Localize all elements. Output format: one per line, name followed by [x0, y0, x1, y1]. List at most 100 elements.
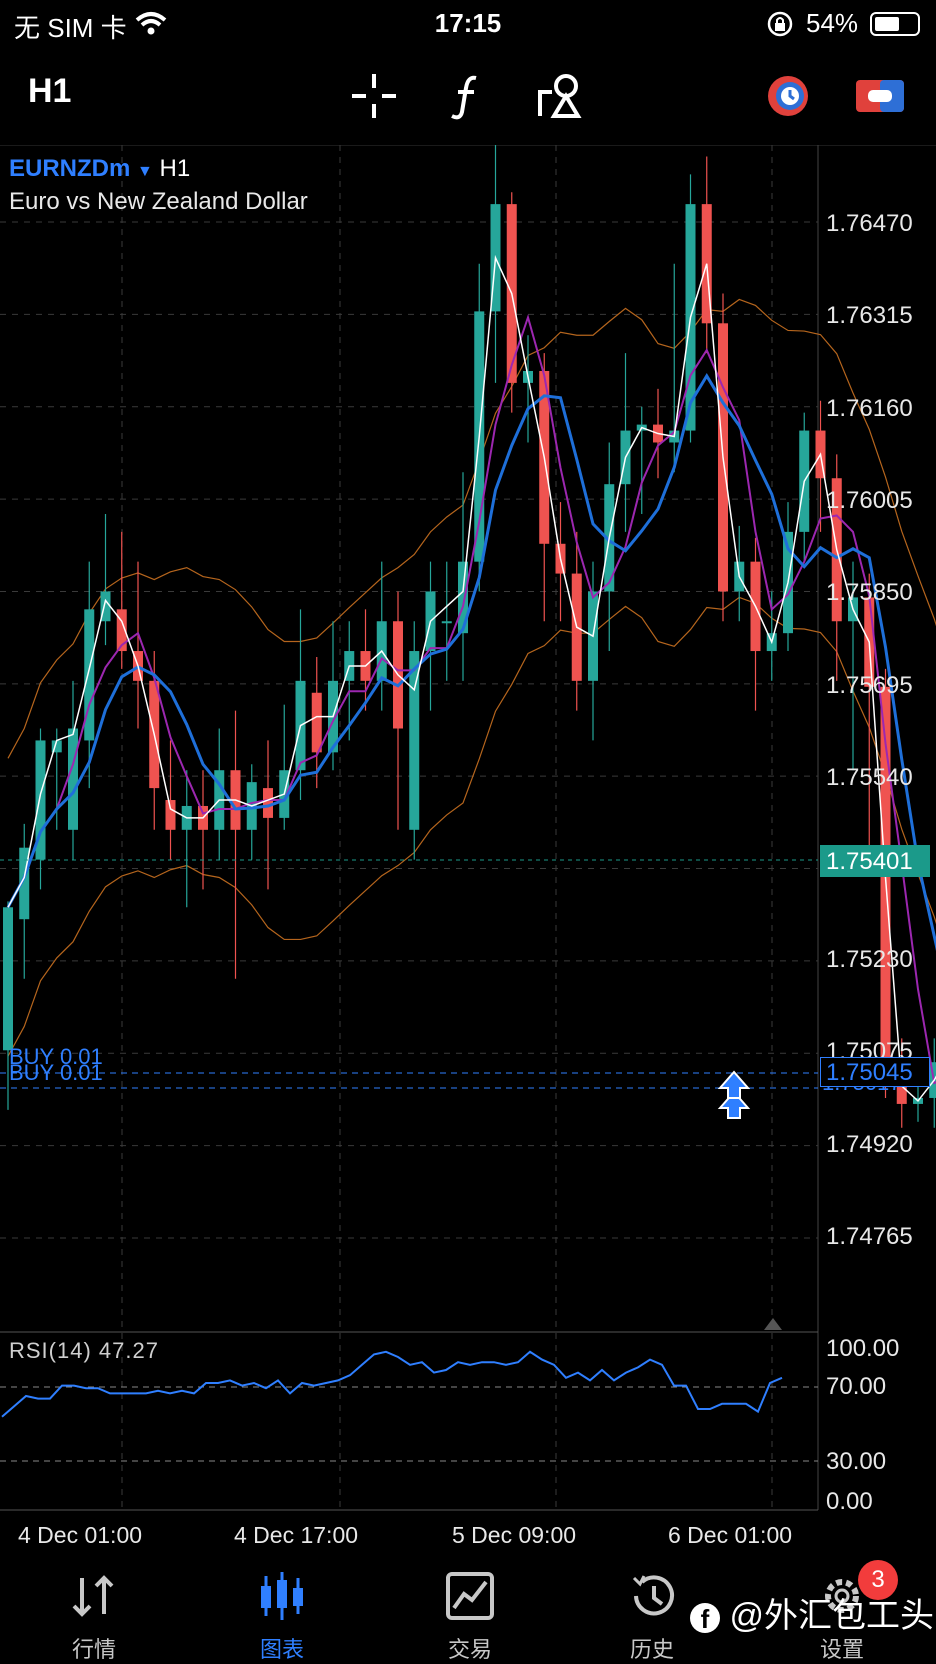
symbol-description: Euro vs New Zealand Dollar: [9, 188, 308, 215]
ma-mid-line: [6, 373, 936, 951]
time-axis-label: 6 Dec 01:00: [668, 1522, 793, 1548]
candle: [311, 657, 322, 789]
price-axis-label: 1.75540: [826, 764, 913, 791]
price-axis-label: 1.76315: [826, 302, 913, 329]
ma-fast-line: [7, 254, 936, 1103]
candle: [799, 412, 810, 562]
candle: [246, 764, 257, 860]
time-axis-label: 4 Dec 01:00: [18, 1522, 143, 1548]
candle: [198, 770, 208, 890]
candle: [68, 680, 78, 860]
candle: [393, 591, 403, 830]
tab-quotes[interactable]: 行情: [34, 1548, 154, 1664]
objects-icon[interactable]: [532, 68, 588, 124]
time-axis-label: 5 Dec 09:00: [452, 1522, 577, 1548]
price-axis-label: 1.74920: [826, 1131, 913, 1158]
rsi-axis-label: 70.00: [826, 1373, 887, 1400]
candle: [214, 728, 225, 860]
candle-body: [458, 561, 468, 634]
candle: [230, 710, 241, 979]
rsi-axis-label: 0.00: [826, 1488, 873, 1515]
tab-label: 行情: [71, 1637, 116, 1662]
settings-icon: [825, 1579, 859, 1613]
price-axis-label: 1.75850: [826, 579, 913, 606]
tab-settings[interactable]: 设置: [782, 1548, 902, 1664]
candle-body: [929, 1062, 936, 1098]
candle-body: [3, 907, 13, 1051]
tab-chart[interactable]: 图表: [222, 1548, 342, 1664]
tab-label: 图表: [259, 1637, 304, 1662]
lower-band-line: [7, 596, 936, 1057]
price-chart[interactable]: [0, 145, 936, 1527]
symbol-timeframe: H1: [159, 155, 191, 182]
candle-body: [441, 621, 452, 624]
rsi-label: RSI(14) 47.27: [9, 1338, 159, 1363]
candle-body: [165, 800, 176, 830]
price-axis-label: 1.75230: [826, 946, 913, 973]
candle-body: [100, 591, 111, 622]
candle-body: [19, 847, 30, 920]
price-axis-label: 1.76005: [826, 487, 913, 514]
order-line-label[interactable]: BUY 0.01: [9, 1060, 103, 1085]
price-axis-label: 1.74765: [826, 1223, 913, 1250]
carrier-label: 无 SIM 卡: [14, 13, 127, 43]
candle: [181, 770, 192, 908]
candle: [458, 472, 468, 681]
candle: [279, 704, 290, 830]
order-price-tag: 1.75045: [820, 1057, 930, 1087]
price-axis-label: 1.76160: [826, 395, 913, 422]
rsi-axis-label: 30.00: [826, 1448, 887, 1475]
order-line-label[interactable]: BUY 0.01: [9, 1044, 103, 1069]
candle: [100, 513, 111, 646]
candle: [783, 502, 793, 652]
candle: [815, 400, 826, 532]
candle: [3, 901, 13, 1110]
tab-history[interactable]: 历史: [592, 1548, 712, 1664]
candle: [441, 561, 452, 681]
candle: [750, 537, 761, 711]
candle: [669, 263, 680, 473]
new-order-icon[interactable]: [852, 68, 908, 124]
candle: [523, 335, 533, 443]
candle: [51, 728, 62, 830]
candle-body: [116, 609, 127, 652]
moving-averages: [6, 254, 936, 1103]
candle: [864, 573, 875, 872]
symbol-header[interactable]: EURNZDm ▼ H1: [9, 155, 190, 183]
candle-body: [409, 651, 420, 830]
candle: [701, 156, 712, 354]
notification-badge: 3: [858, 1560, 898, 1600]
tab-trade[interactable]: 交易: [410, 1548, 530, 1664]
one-click-trading-icon[interactable]: [760, 68, 816, 124]
symbol-name[interactable]: EURNZDm: [9, 155, 131, 182]
clock: 17:15: [434, 8, 502, 38]
history-icon: [632, 1575, 674, 1616]
tab-label: 设置: [819, 1637, 864, 1662]
time-axis-label: 4 Dec 17:00: [234, 1522, 359, 1548]
bollinger-bands: [7, 298, 936, 1057]
timeframe-button[interactable]: H1: [28, 72, 72, 110]
wifi-icon: [135, 12, 167, 35]
candle: [263, 740, 273, 890]
candles: [3, 145, 936, 1128]
chart-grid: [0, 145, 936, 1511]
bottom-tab-bar: 行情 图表 交易 历史 设置: [0, 1548, 936, 1664]
rsi-axis-label: 100.00: [826, 1335, 900, 1362]
trade-icon: [446, 1572, 494, 1620]
status-bar: 无 SIM 卡 17:15 54%: [0, 0, 936, 48]
candle: [35, 728, 46, 890]
indicators-icon[interactable]: [440, 68, 496, 124]
candle-body: [263, 788, 273, 818]
candle: [165, 740, 176, 860]
tab-label: 历史: [629, 1637, 674, 1662]
ma-slow-line: [7, 313, 936, 1085]
rotation-lock-icon: [767, 11, 793, 37]
symbol-dropdown-icon[interactable]: ▼: [137, 163, 153, 180]
crosshair-icon[interactable]: [346, 68, 402, 124]
rsi-line: [1, 1350, 783, 1418]
candle: [620, 353, 631, 532]
candle-body: [311, 692, 322, 753]
price-axis-label: 1.75695: [826, 672, 913, 699]
candle: [376, 561, 387, 711]
candle: [84, 561, 95, 789]
